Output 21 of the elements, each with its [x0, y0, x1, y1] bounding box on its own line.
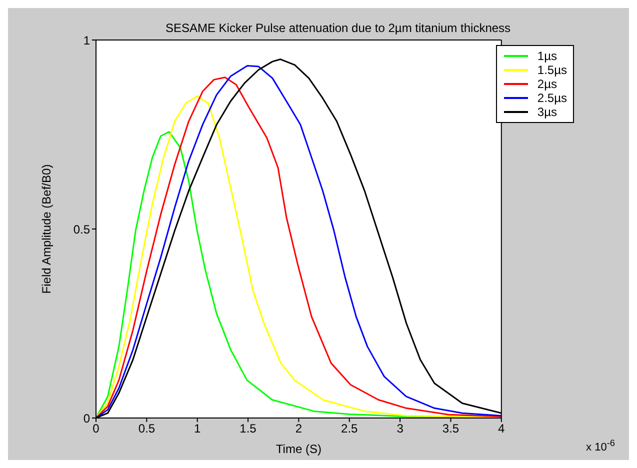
y-tick-label: 0.5	[73, 222, 90, 236]
x-tick-label: 3	[396, 422, 404, 436]
text: x 10$^{-6}$	[586, 438, 615, 454]
x-tick-label: 1.5	[240, 422, 257, 436]
y-axis-title: Field Amplitude (Bef/B0)	[39, 164, 54, 294]
x-axis-title: Time (S)	[276, 442, 322, 456]
x-tick-label: 0	[92, 422, 100, 436]
legend-label: 2µs	[537, 77, 557, 91]
legend-label: 1.5µs	[537, 63, 567, 77]
x-tick-label: 2.5	[341, 422, 358, 436]
legend-label: 1µs	[537, 49, 557, 63]
x-tick-label: 4	[498, 422, 506, 436]
x-tick-label: 2	[295, 422, 302, 436]
legend-label: 2.5µs	[537, 91, 567, 105]
y-tick-label: 0	[83, 411, 90, 426]
x-tick-label: 1	[194, 422, 202, 436]
x-tick-label: 0.5	[138, 422, 156, 436]
x-tick-label: 3.5	[442, 422, 460, 436]
y-tick-label: 1	[83, 33, 90, 48]
chart-title: SESAME Kicker Pulse attenuation due to 2µm titanium thickness	[164, 21, 512, 35]
legend-label: 3µs	[537, 105, 557, 119]
